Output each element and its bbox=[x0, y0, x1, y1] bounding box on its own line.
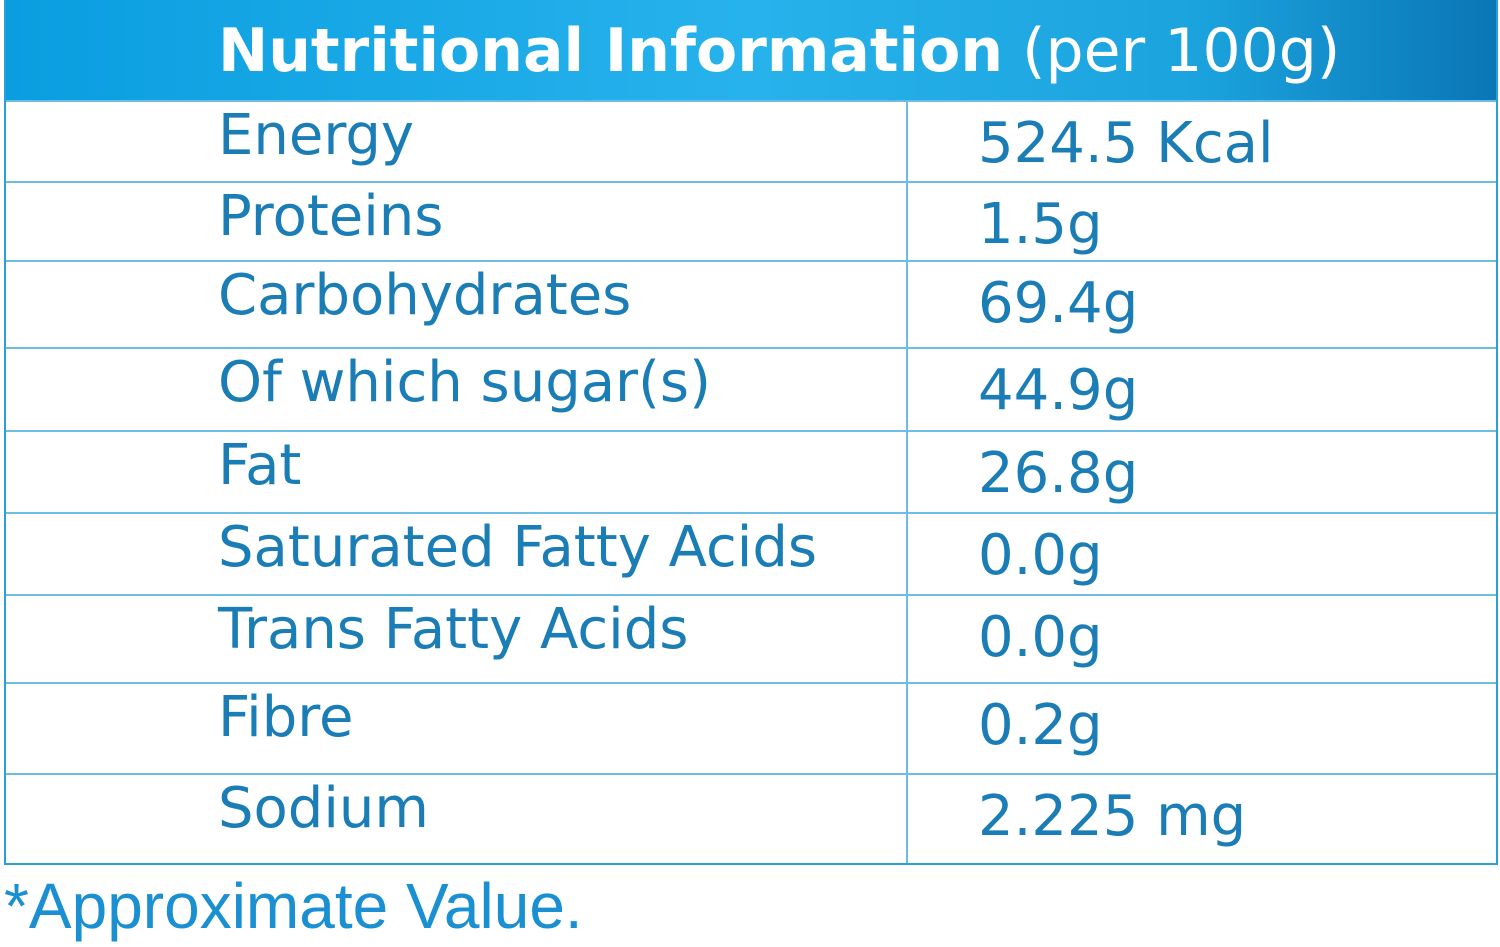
nutrient-value: 0.2g bbox=[978, 693, 1103, 758]
table-row: Proteins 1.5g bbox=[6, 181, 1496, 262]
table-header: Nutritional Information (per 100g) bbox=[6, 0, 1496, 100]
nutrient-value: 524.5 Kcal bbox=[978, 111, 1274, 176]
nutrient-value: 44.9g bbox=[978, 358, 1139, 423]
nutrition-table: Nutritional Information (per 100g) Energ… bbox=[4, 0, 1498, 865]
nutrient-value: 1.5g bbox=[978, 192, 1103, 257]
nutrient-label: Energy bbox=[218, 103, 415, 168]
nutrient-label: Saturated Fatty Acids bbox=[218, 515, 818, 580]
nutrient-value: 26.8g bbox=[978, 441, 1139, 506]
table-row: Sodium 2.225 mg bbox=[6, 773, 1496, 865]
nutrient-label: Sodium bbox=[218, 776, 429, 841]
header-subtitle: (per 100g) bbox=[1022, 16, 1341, 86]
footnote: *Approximate Value. bbox=[4, 870, 583, 942]
table-row: Trans Fatty Acids 0.0g bbox=[6, 594, 1496, 684]
nutrient-value: 69.4g bbox=[978, 271, 1139, 336]
nutrient-label: Fibre bbox=[218, 685, 354, 750]
nutrient-label: Of which sugar(s) bbox=[218, 350, 711, 415]
nutrient-label: Proteins bbox=[218, 184, 444, 249]
nutrient-label: Fat bbox=[218, 433, 302, 498]
table-row: Carbohydrates 69.4g bbox=[6, 260, 1496, 349]
nutrient-label: Carbohydrates bbox=[218, 263, 632, 328]
table-row: Fat 26.8g bbox=[6, 430, 1496, 514]
nutrient-label: Trans Fatty Acids bbox=[218, 597, 689, 662]
nutrient-value: 0.0g bbox=[978, 605, 1103, 670]
table-row: Fibre 0.2g bbox=[6, 682, 1496, 775]
table-row: Saturated Fatty Acids 0.0g bbox=[6, 512, 1496, 596]
nutrient-value: 2.225 mg bbox=[978, 784, 1247, 849]
nutrient-value: 0.0g bbox=[978, 523, 1103, 588]
column-divider bbox=[906, 100, 908, 863]
table-row: Energy 524.5 Kcal bbox=[6, 100, 1496, 183]
header-title: Nutritional Information bbox=[218, 16, 1004, 86]
header-text: Nutritional Information (per 100g) bbox=[218, 16, 1340, 86]
table-row: Of which sugar(s) 44.9g bbox=[6, 347, 1496, 432]
